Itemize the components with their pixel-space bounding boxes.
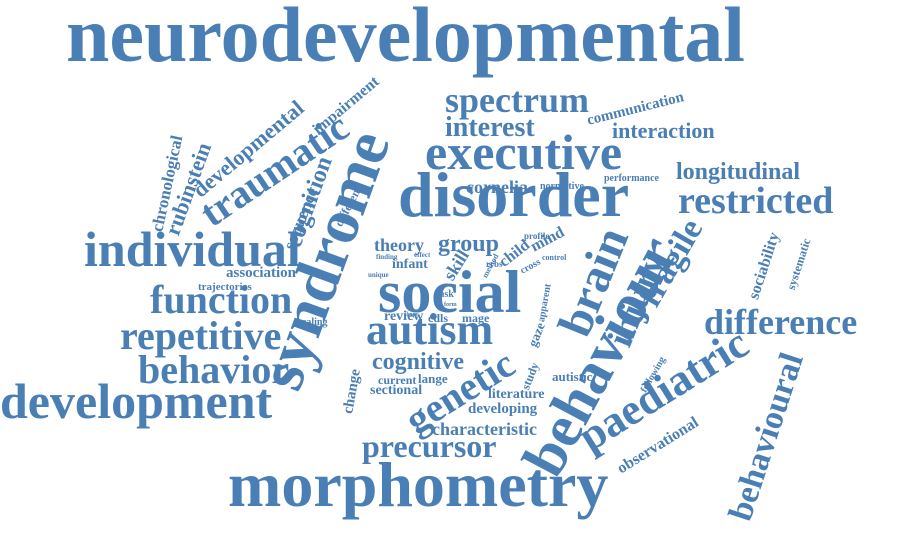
word-morphometry: morphometry	[228, 449, 609, 520]
word-behavioural: behavioural	[721, 348, 811, 526]
word-spectrum: spectrum	[445, 80, 589, 120]
word-finding: finding	[376, 253, 398, 261]
word-gaze: gaze	[524, 320, 548, 349]
word-interaction: interaction	[612, 118, 715, 143]
word-developing: developing	[468, 401, 538, 417]
word-individual: individual	[84, 221, 301, 277]
word-group: group	[438, 231, 499, 257]
word-effect: effect	[414, 251, 431, 259]
word-trajectories: trajectories	[198, 281, 252, 293]
word-association: association	[226, 265, 297, 281]
word-systematic: systematic	[783, 236, 814, 292]
word-performance: performance	[604, 173, 659, 184]
word-shape: shape	[404, 312, 419, 318]
word-control: control	[542, 253, 567, 262]
word-mage: mage	[462, 311, 490, 325]
word-behavior: behavior	[138, 347, 290, 392]
word-lange: lange	[418, 371, 448, 386]
word-change: change	[340, 367, 364, 415]
word-review: review	[384, 309, 424, 324]
word-autistic: autistic	[552, 369, 593, 384]
word-repetitive: repetitive	[120, 313, 282, 358]
word-function: function	[150, 277, 293, 322]
word-cdls: cdls	[428, 311, 449, 325]
word-theory: theory	[374, 235, 424, 255]
word-autism: autism	[366, 305, 494, 354]
word-infant: infant	[392, 257, 428, 272]
word-executive: executive	[425, 124, 623, 180]
word-precursor: precursor	[362, 428, 497, 464]
word-restricted: restricted	[678, 180, 834, 222]
word-profile: profile	[524, 231, 550, 241]
word-cross: cross	[518, 256, 543, 277]
word-characteristic: characteristic	[432, 419, 537, 439]
word-scaling: scaling	[298, 317, 328, 328]
word-social: social	[378, 259, 522, 325]
word-cognitive: cognitive	[372, 349, 464, 375]
word-sectional: sectional	[370, 383, 423, 398]
word-cornelia: cornelia	[466, 177, 528, 197]
word-literature: literature	[488, 387, 545, 402]
word-unique: unique	[368, 271, 389, 279]
word-disorder: disorder	[398, 159, 630, 230]
word-sociability: sociability	[745, 230, 783, 302]
word-neurodevelopmental: neurodevelopmental	[66, 0, 745, 78]
word-form: form	[444, 302, 457, 308]
word-longitudinal: longitudinal	[676, 159, 801, 185]
word-interest: interest	[445, 112, 535, 143]
word-task: task	[436, 289, 454, 300]
word-current: current	[378, 373, 417, 387]
word-difference: difference	[704, 302, 858, 342]
word-normative: normative	[540, 181, 584, 192]
word-rrbs: rrbs	[486, 259, 503, 269]
word-development: development	[0, 373, 273, 429]
